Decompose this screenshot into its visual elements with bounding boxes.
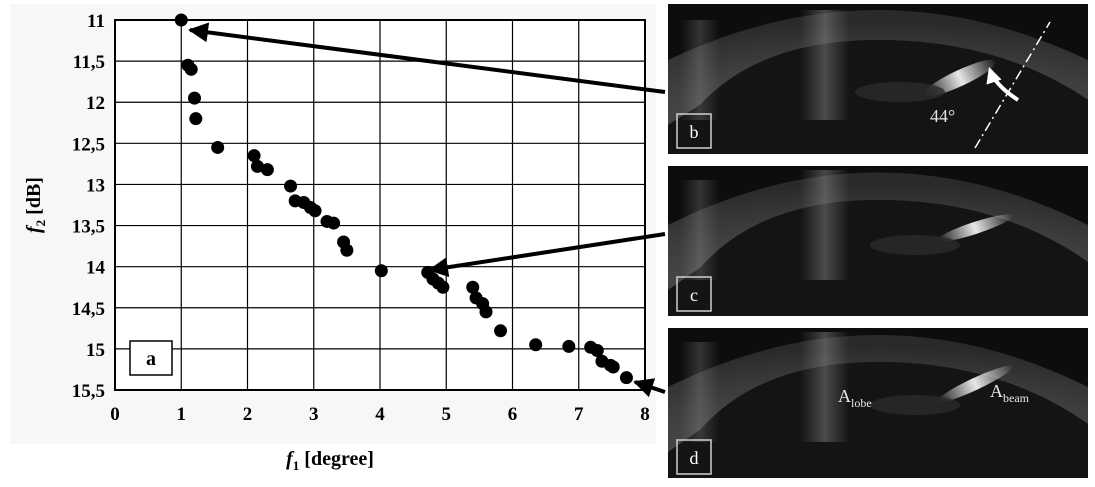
data-point bbox=[188, 91, 201, 105]
y-axis-symbol: f bbox=[23, 224, 45, 233]
x-tick-label: 6 bbox=[508, 404, 518, 425]
data-point bbox=[529, 338, 543, 352]
x-tick-label: 7 bbox=[574, 404, 584, 425]
y-tick-label: 12 bbox=[86, 93, 105, 114]
beam-label-sub: beam bbox=[1003, 391, 1030, 405]
x-tick-label: 4 bbox=[375, 404, 385, 425]
data-point bbox=[562, 339, 576, 353]
panel-label-c: c bbox=[690, 285, 698, 305]
data-point bbox=[260, 163, 274, 177]
x-tick-label: 2 bbox=[243, 404, 253, 425]
data-point bbox=[174, 13, 188, 27]
y-tick-label: 13,5 bbox=[72, 217, 105, 238]
x-tick-label: 3 bbox=[309, 404, 319, 425]
connector-arrows bbox=[188, 22, 666, 398]
y-tick-labels: 11 11,5 12 12,5 13 13,5 14 14,5 15 15,5 bbox=[72, 11, 106, 402]
x-axis-unit: [degree] bbox=[299, 448, 374, 470]
y-tick-label: 11 bbox=[87, 11, 105, 32]
data-point bbox=[466, 280, 480, 294]
data-point bbox=[211, 140, 225, 154]
data-point bbox=[606, 360, 620, 374]
beam-label-base: A bbox=[990, 381, 1003, 401]
x-tick-labels: 0 1 2 3 4 5 6 7 8 bbox=[110, 404, 650, 425]
x-axis-title: f1 [degree] bbox=[286, 448, 374, 473]
data-point bbox=[189, 112, 203, 126]
panel-label-a: a bbox=[146, 348, 156, 370]
panel-label-b: b bbox=[690, 122, 699, 142]
lobe-label: Alobe bbox=[838, 386, 872, 410]
data-point bbox=[479, 305, 493, 319]
data-point bbox=[250, 159, 264, 173]
arrow-to-panel-b bbox=[188, 22, 666, 94]
x-tick-label: 8 bbox=[640, 404, 650, 425]
data-point bbox=[619, 371, 633, 385]
image-panel-b: 44° b bbox=[668, 4, 1088, 154]
y-axis-title: f2 [dB] bbox=[23, 177, 48, 233]
panel-b-label-box bbox=[676, 113, 712, 149]
x-tick-label: 0 bbox=[110, 404, 120, 425]
plot-frame bbox=[114, 19, 646, 391]
y-tick-label: 15,5 bbox=[72, 381, 105, 402]
beam-label: Abeam bbox=[990, 381, 1030, 405]
data-point bbox=[327, 216, 341, 230]
y-tick-label: 15 bbox=[86, 340, 105, 361]
y-axis-subscript: 2 bbox=[33, 220, 48, 227]
y-tick-label: 11,5 bbox=[73, 52, 105, 73]
panel-label-box bbox=[129, 340, 173, 376]
data-point bbox=[340, 243, 354, 257]
x-axis-subscript: 1 bbox=[293, 458, 300, 473]
gridlines bbox=[115, 20, 645, 390]
data-point bbox=[284, 179, 298, 193]
y-axis-unit: [dB] bbox=[23, 177, 45, 220]
y-tick-label: 12,5 bbox=[72, 134, 105, 155]
y-tick-label: 13 bbox=[86, 175, 105, 196]
angle-annotation: 44° bbox=[930, 106, 955, 126]
image-panel-d: Alobe Abeam d bbox=[668, 328, 1088, 478]
lobe-label-sub: lobe bbox=[851, 396, 872, 410]
panel-label-d: d bbox=[690, 448, 699, 468]
x-tick-label: 5 bbox=[442, 404, 452, 425]
data-point bbox=[184, 62, 198, 76]
data-point bbox=[494, 324, 508, 338]
x-axis-symbol: f bbox=[286, 448, 295, 470]
panel-d-label-box bbox=[676, 439, 712, 475]
data-point bbox=[247, 149, 261, 163]
image-panel-c: c bbox=[668, 166, 1088, 316]
arrow-to-panel-d bbox=[633, 378, 666, 398]
panel-c-label-box bbox=[676, 276, 712, 312]
arrow-to-panel-c bbox=[428, 232, 666, 278]
angle-reference-line bbox=[974, 21, 1051, 149]
lobe-label-base: A bbox=[838, 386, 851, 406]
data-point bbox=[374, 264, 388, 278]
y-tick-label: 14 bbox=[86, 258, 106, 279]
x-tick-label: 1 bbox=[177, 404, 187, 425]
y-tick-label: 14,5 bbox=[72, 299, 105, 320]
data-point bbox=[590, 344, 604, 358]
data-point bbox=[308, 204, 322, 218]
data-point bbox=[436, 280, 450, 294]
angle-arrow bbox=[986, 66, 1020, 102]
